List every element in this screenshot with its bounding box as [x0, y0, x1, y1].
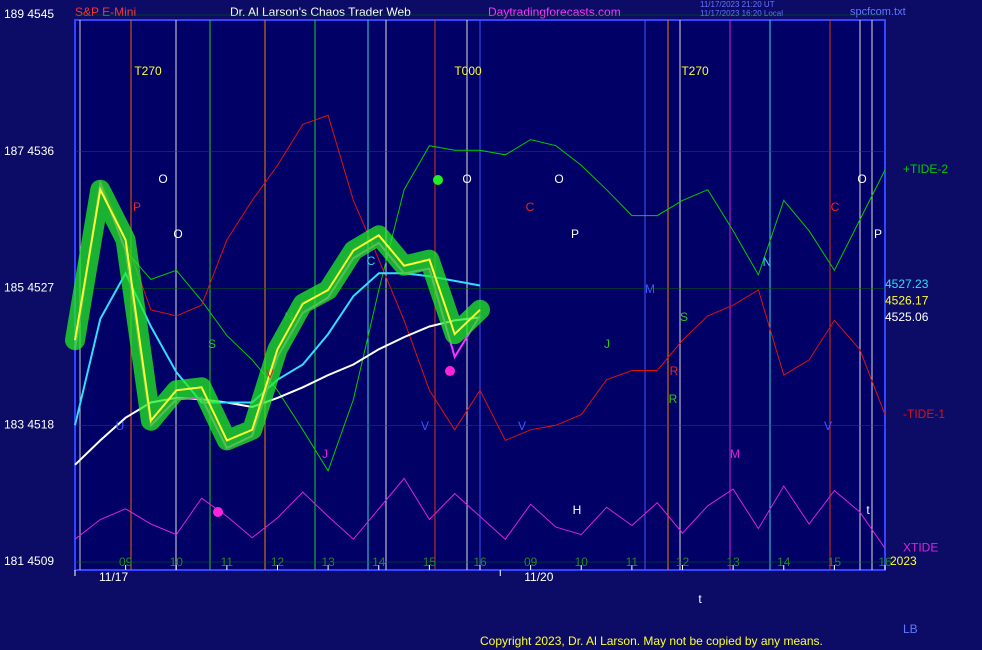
cycle-annotation: V: [266, 367, 274, 381]
x-tick-label: 16: [878, 555, 892, 569]
x-tick-label: 10: [575, 555, 589, 569]
x-tick-label: 14: [777, 555, 791, 569]
series-line: [125, 139, 886, 472]
corner-label: LB: [903, 622, 918, 636]
x-tick-label: 09: [119, 555, 133, 569]
cycle-annotation: t: [866, 503, 870, 517]
cycle-annotation: M: [730, 447, 740, 461]
cycle-annotation: O: [857, 172, 866, 186]
cycle-annotation: R: [669, 392, 678, 406]
title: Dr. Al Larson's Chaos Trader Web: [230, 5, 411, 19]
cycle-annotation: V: [421, 419, 429, 433]
cycle-annotation: N: [285, 310, 294, 324]
timestamp: 11/17/2023 21:20 UT: [700, 0, 775, 9]
cycle-annotation: M: [645, 282, 655, 296]
cycle-annotation: R: [670, 364, 679, 378]
site: Daytradingforecasts.com: [488, 5, 621, 19]
x-tick-label: 14: [372, 555, 386, 569]
legend-entry: XTIDE: [903, 540, 938, 554]
cycle-annotation: V: [824, 419, 832, 433]
cycle-annotation: P: [874, 227, 882, 241]
cycle-annotation: O: [158, 172, 167, 186]
cycle-annotation: H: [573, 503, 582, 517]
cycle-annotation: t: [698, 592, 702, 606]
cycle-annotation: O: [173, 227, 182, 241]
cycle-annotation: P: [571, 227, 579, 241]
file-name: spcfcom.txt: [850, 6, 906, 18]
cycle-annotation: C: [367, 254, 376, 268]
x-tick-label: 11: [626, 555, 639, 569]
cycle-annotation: O: [462, 172, 471, 186]
cycle-annotation: C: [526, 200, 535, 214]
cycle-annotation: T270: [134, 64, 162, 78]
cycle-annotation: P: [133, 200, 141, 214]
timestamp: 11/17/2023 16:20 Local: [700, 9, 783, 18]
x-tick-label: 13: [726, 555, 740, 569]
last-value: 4527.23: [885, 277, 929, 291]
cycle-annotation: S: [680, 310, 688, 324]
last-value: 4525.06: [885, 310, 929, 324]
cycle-annotation: N: [763, 255, 772, 269]
cycle-annotation: V: [518, 419, 526, 433]
cycle-annotation: T000: [454, 64, 482, 78]
x-tick-label: 13: [321, 555, 335, 569]
cycle-annotation: J: [322, 447, 328, 461]
series-line: [74, 477, 886, 549]
x-tick-label: 11: [221, 555, 234, 569]
y-tick-label: 185 4527: [4, 281, 54, 295]
copyright: Copyright 2023, Dr. Al Larson. May not b…: [480, 634, 823, 648]
x-tick-label: 10: [170, 555, 184, 569]
cycle-annotation: C: [831, 200, 840, 214]
x-tick-label: 12: [271, 555, 285, 569]
series-line: [74, 186, 481, 442]
x-tick-label: 09: [524, 555, 538, 569]
cycle-annotation: O: [554, 172, 563, 186]
cycle-lines: [79, 20, 873, 570]
y-tick-label: 189 4545: [4, 7, 54, 21]
cycle-annotation: U: [116, 419, 125, 433]
y-tick-label: 181 4509: [4, 554, 54, 568]
x-tick-label: 12: [676, 555, 690, 569]
y-tick-label: 187 4536: [4, 144, 54, 158]
symbol: S&P E-Mini: [75, 5, 136, 19]
legend-entry: +TIDE-2: [903, 162, 948, 176]
x-tick-label: 16: [473, 555, 487, 569]
y-tick-label: 183 4518: [4, 417, 54, 431]
turn-dot: [213, 507, 223, 517]
series-line: [99, 114, 886, 442]
cycle-annotation: T270: [681, 64, 709, 78]
year: 2023: [890, 554, 917, 568]
legend-entry: -TIDE-1: [903, 407, 945, 421]
turn-dot: [445, 366, 455, 376]
turn-dot: [433, 175, 443, 185]
date-label: 11/20: [524, 570, 553, 584]
x-tick-label: 15: [828, 555, 842, 569]
cycle-annotation: J: [604, 337, 610, 351]
x-tick-label: 15: [423, 555, 437, 569]
cycle-annotation: S: [208, 337, 216, 351]
last-value: 4526.17: [885, 293, 929, 307]
date-label: 11/17: [99, 570, 128, 584]
